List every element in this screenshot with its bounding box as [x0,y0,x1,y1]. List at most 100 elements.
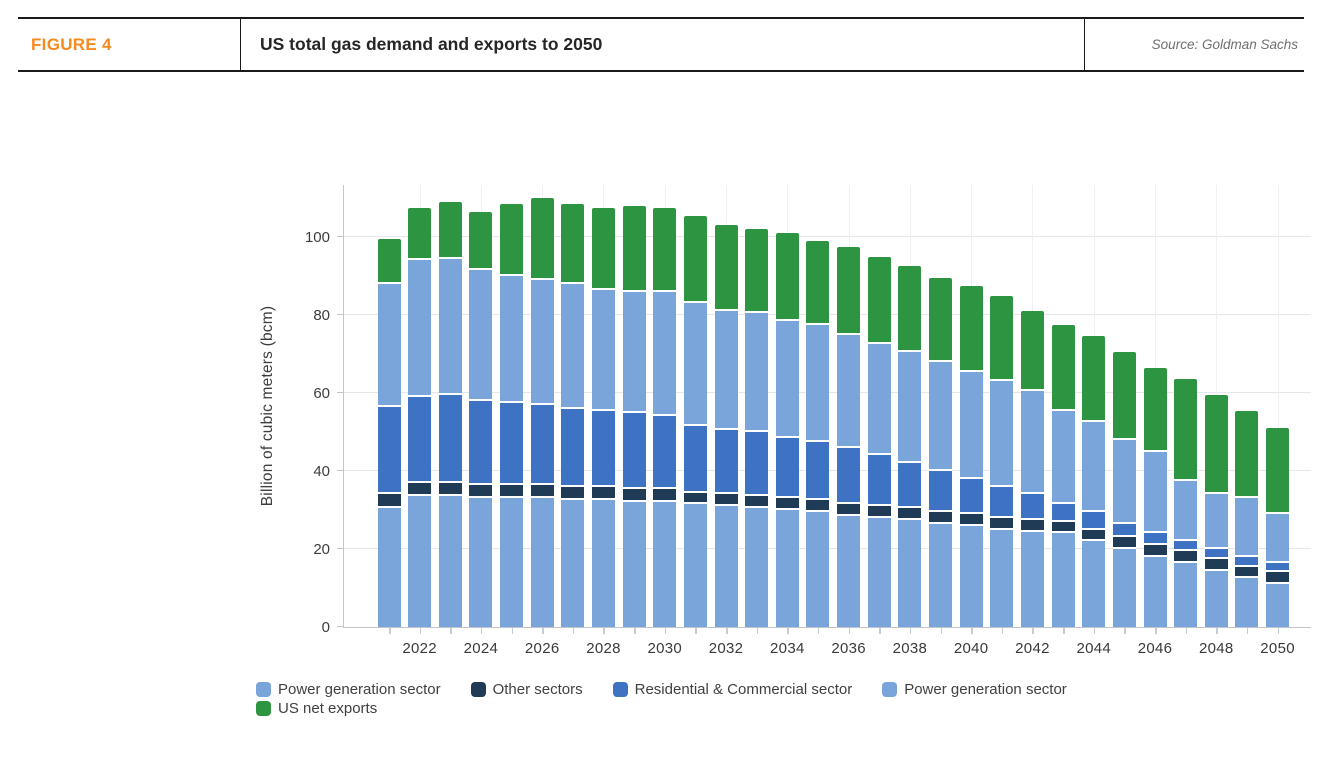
segment-us-net-exports-2032 [714,225,738,310]
gridline-x-2050 [1277,185,1279,627]
bar-stack-2034 [775,233,799,627]
bar-2045 [1109,185,1139,634]
segment-residential-commercial-sector-2048 [1204,547,1228,557]
legend-swatch-us-net-exports [256,701,271,716]
segment-us-net-exports-2033 [745,229,769,312]
figure-source: Source: Goldman Sachs [1151,37,1298,52]
segment-other-sectors-2037 [867,504,891,516]
segment-power-generation-sector-2047 [1174,478,1198,540]
segment-us-net-exports-2037 [867,256,891,343]
bar-stack-2042 [1020,311,1044,627]
segment-residential-commercial-sector-2025 [500,400,524,483]
segment-other-sectors-2043 [1051,519,1075,532]
legend-label: US net exports [278,700,378,717]
segment-power-generation-sector-2027 [561,498,585,627]
segment-power-generation-sector-2047 [1174,560,1198,627]
segment-power-generation-sector-2043 [1051,408,1075,503]
bar-stack-2044 [1082,336,1106,627]
segment-us-net-exports-2046 [1143,367,1167,450]
segment-power-generation-sector-2032 [714,309,738,429]
bar-stack-2024 [469,211,493,627]
segment-us-net-exports-2023 [438,201,462,257]
bar-2037 [864,185,894,634]
figure-header: FIGURE 4 US total gas demand and exports… [18,17,1304,72]
bar-stack-2026 [530,198,554,627]
legend-label: Power generation sector [278,681,441,698]
bar-2022: 2022 [402,185,437,657]
x-tick-label-2036: 2036 [831,640,866,657]
segment-other-sectors-2044 [1082,527,1106,540]
segment-residential-commercial-sector-2050 [1266,560,1290,571]
segment-other-sectors-2028 [591,484,615,499]
x-tick-label-2042: 2042 [1015,640,1050,657]
segment-power-generation-sector-2024 [469,268,493,399]
segment-power-generation-sector-2044 [1082,420,1106,511]
bar-stack-2023 [438,201,462,627]
bar-2026: 2026 [525,185,559,657]
segment-power-generation-sector-2045 [1112,437,1136,522]
segment-power-generation-sector-2042 [1020,529,1044,627]
bar-2021 [374,185,404,634]
segment-power-generation-sector-2045 [1112,547,1136,627]
segment-power-generation-sector-2028 [591,287,615,409]
segment-other-sectors-2024 [469,482,493,497]
segment-us-net-exports-2025 [500,203,524,275]
segment-power-generation-sector-2043 [1051,531,1075,627]
bar-stack-2049 [1235,410,1259,627]
bar-stack-2047 [1174,379,1198,627]
figure-title-cell: US total gas demand and exports to 2050 [240,19,1084,70]
legend-label: Residential & Commercial sector [634,681,853,698]
bar-2032: 2032 [709,185,743,657]
segment-residential-commercial-sector-2031 [683,424,707,491]
segment-power-generation-sector-2041 [990,527,1014,627]
segment-power-generation-sector-2034 [775,318,799,436]
segment-power-generation-sector-2039 [929,521,953,627]
segment-other-sectors-2046 [1143,543,1167,555]
bar-stack-2045 [1112,352,1136,627]
segment-power-generation-sector-2037 [867,515,891,627]
segment-other-sectors-2041 [990,515,1014,528]
x-tick-label-2022: 2022 [402,640,437,657]
bar-stack-2027 [561,203,585,627]
segment-residential-commercial-sector-2030 [653,414,677,487]
segment-power-generation-sector-2040 [959,523,983,627]
segment-power-generation-sector-2028 [591,498,615,627]
segment-residential-commercial-sector-2046 [1143,531,1167,544]
figure-title: US total gas demand and exports to 2050 [260,34,603,54]
segment-other-sectors-2031 [683,490,707,503]
y-tickmark-100 [337,235,344,237]
segment-power-generation-sector-2050 [1266,582,1290,627]
segment-residential-commercial-sector-2035 [806,439,830,499]
segment-us-net-exports-2039 [929,278,953,360]
legend-item-power-generation-sector: Power generation sector [256,681,441,698]
segment-other-sectors-2040 [959,511,983,524]
segment-us-net-exports-2036 [837,246,861,333]
segment-power-generation-sector-2032 [714,504,738,627]
segment-other-sectors-2027 [561,484,585,499]
segment-other-sectors-2022 [408,480,432,495]
bars-row: 2022 2024 2026 2028 2030 2032 2034 2036 2038 2040… [374,185,1295,657]
x-tick-label-2046: 2046 [1137,640,1173,657]
segment-other-sectors-2039 [929,510,953,522]
legend-item-us-net-exports: US net exports [256,700,377,717]
segment-other-sectors-2038 [898,506,922,518]
legend-swatch-other-sectors [470,682,486,697]
bar-2029 [619,185,649,634]
bar-2035 [803,185,833,634]
segment-residential-commercial-sector-2032 [714,428,738,493]
segment-residential-commercial-sector-2042 [1020,492,1044,518]
segment-us-net-exports-2035 [806,240,830,323]
segment-power-generation-sector-2031 [683,502,707,627]
segment-residential-commercial-sector-2047 [1174,539,1198,550]
legend-swatch-power-generation-sector [882,682,898,697]
x-tick-label-2026: 2026 [524,640,560,657]
segment-power-generation-sector-2024 [469,496,493,627]
x-tick-label-2050: 2050 [1260,640,1295,657]
segment-us-net-exports-2024 [469,211,493,269]
segment-residential-commercial-sector-2033 [745,430,769,495]
x-tick-label-2048: 2048 [1199,640,1234,657]
legend-row-2: US net exports [256,700,1256,717]
bar-2033 [742,185,772,634]
segment-other-sectors-2030 [653,486,677,501]
bar-2042: 2042 [1015,185,1049,657]
